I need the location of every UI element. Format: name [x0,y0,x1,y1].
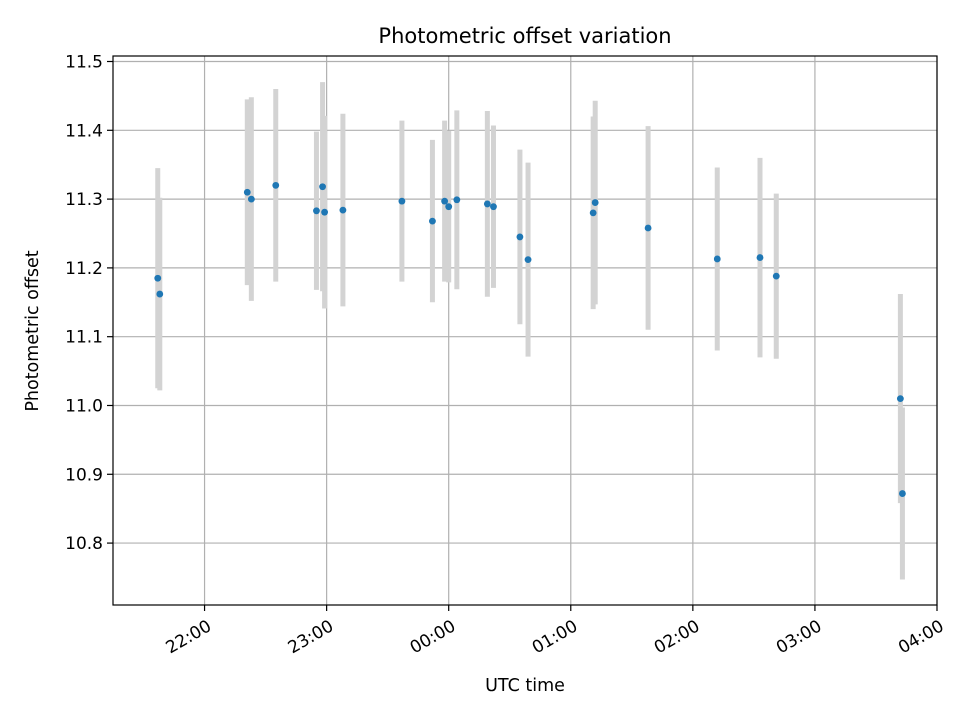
data-point [398,197,406,205]
data-point [339,206,347,214]
data-point [321,208,328,216]
data-point [756,254,764,261]
y-tick-label: 10.8 [65,534,103,554]
y-axis-label: Photometric offset [23,250,43,411]
data-point [644,224,652,232]
data-point [154,274,162,282]
x-axis-label: UTC time [485,676,565,696]
data-point [453,196,461,204]
data-point [445,203,453,211]
y-tick-label: 11.4 [65,121,103,141]
data-point [156,290,164,298]
data-point [899,490,906,497]
data-point [319,183,326,191]
data-point [490,203,497,211]
data-point [591,199,599,206]
y-tick-label: 10.9 [65,465,103,485]
chart-title: Photometric offset variation [378,24,671,48]
y-tick-label: 11.0 [65,396,103,416]
data-point [429,217,436,225]
data-point [516,233,524,241]
data-point [441,197,449,205]
data-point [313,207,320,215]
data-point [483,200,491,208]
data-point [896,395,904,403]
data-point [713,255,721,263]
data-point [589,209,597,217]
data-points [154,181,906,497]
y-tick-label: 11.1 [65,328,103,348]
y-tick-label: 11.5 [65,53,103,73]
data-point [524,256,532,264]
data-point [243,188,251,196]
y-tick-label: 11.3 [65,190,103,210]
y-axis-ticks: 10.8 10.9 11.0 11.1 11.2 11.3 11.4 11.5 [65,53,113,554]
data-point [772,272,780,280]
data-point [247,195,255,203]
data-point [272,181,280,189]
y-tick-label: 11.2 [65,259,103,279]
plot-frame [112,55,938,606]
